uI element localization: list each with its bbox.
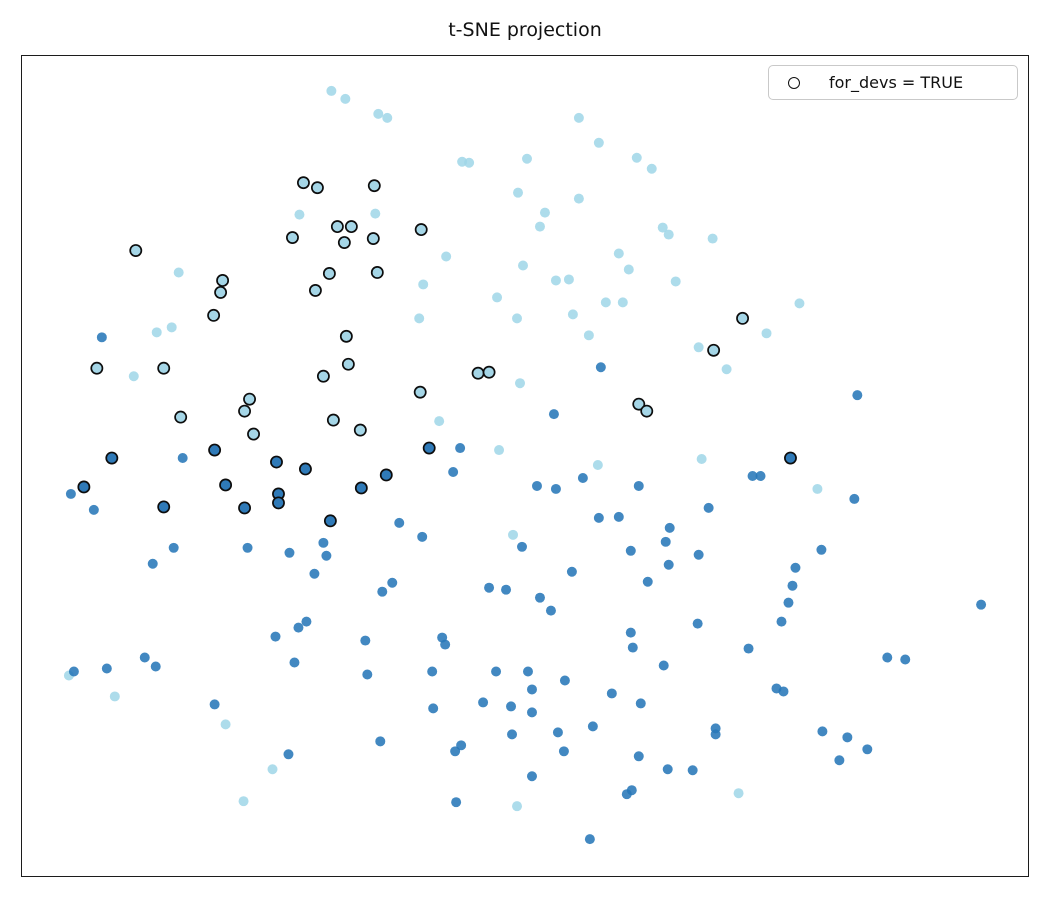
scatter-canvas bbox=[63, 85, 987, 845]
series-dev-#2f7ab8 bbox=[77, 441, 797, 528]
legend-label: for_devs = TRUE bbox=[829, 73, 964, 92]
legend: for_devs = TRUE bbox=[768, 65, 1018, 100]
series-#9fd6e8 bbox=[63, 85, 823, 812]
open-circle-icon bbox=[788, 76, 800, 89]
chart-title: t-SNE projection bbox=[448, 19, 602, 41]
plot-area: for_devs = TRUE bbox=[21, 55, 1029, 877]
series-dev-#a5d6e7 bbox=[90, 176, 750, 441]
series-#2878b8 bbox=[65, 332, 987, 845]
